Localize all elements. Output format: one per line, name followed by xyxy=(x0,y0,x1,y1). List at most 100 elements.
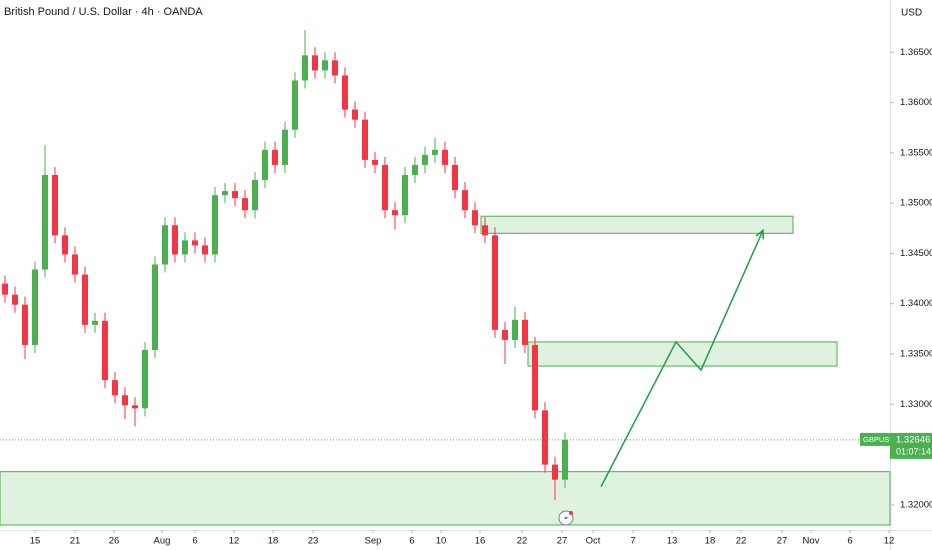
x-tick-label: 26 xyxy=(109,536,120,547)
x-tick-label: 22 xyxy=(517,536,528,547)
x-tick-label: 13 xyxy=(667,536,678,547)
candle-body xyxy=(62,235,68,255)
candle-body xyxy=(202,245,208,255)
candle-body xyxy=(22,304,28,345)
candle-body xyxy=(522,319,528,345)
symbol-tag xyxy=(860,432,890,446)
candle-body xyxy=(342,75,348,110)
y-tick-label: 1.36500 xyxy=(900,47,932,58)
candle-body xyxy=(92,320,98,325)
zone xyxy=(0,471,891,526)
candle-body xyxy=(432,149,438,155)
y-tick-label: 1.33000 xyxy=(900,399,932,410)
candle-body xyxy=(362,119,368,160)
x-tick-label: 23 xyxy=(308,536,319,547)
x-tick-label: Aug xyxy=(154,536,171,547)
y-tick-label: 1.36000 xyxy=(900,97,932,108)
x-tick-label: 12 xyxy=(884,536,895,547)
y-tick-label: 1.32000 xyxy=(900,499,932,510)
arrow-head xyxy=(755,228,765,240)
candle-body xyxy=(352,109,358,120)
candle-body xyxy=(562,439,568,480)
candle-body xyxy=(422,154,428,165)
candle-body xyxy=(142,349,148,409)
x-tick-label: 7 xyxy=(630,536,635,547)
symbol-label: GBPUSD xyxy=(863,435,895,444)
candle-body xyxy=(272,149,278,165)
candle-body xyxy=(462,190,468,211)
x-tick-label: Sep xyxy=(365,536,382,547)
x-tick-label: 27 xyxy=(557,536,568,547)
candle-body xyxy=(532,344,538,411)
chart-title: British Pound / U.S. Dollar · 4h · OANDA xyxy=(4,6,203,18)
x-tick-label: 6 xyxy=(847,536,852,547)
candle-body xyxy=(492,235,498,330)
candle-body xyxy=(122,395,128,406)
candle-body xyxy=(382,164,388,211)
candle-body xyxy=(82,274,88,325)
candle-body xyxy=(292,80,298,130)
event-icon xyxy=(558,510,574,526)
candle-body xyxy=(482,225,488,236)
candle-body xyxy=(152,264,158,350)
y-tick-label: 1.34500 xyxy=(900,248,932,259)
y-tick-label: 1.34000 xyxy=(900,298,932,309)
x-tick-label: 6 xyxy=(192,536,197,547)
candle-body xyxy=(52,174,58,236)
zone xyxy=(480,215,794,234)
candle-body xyxy=(112,380,118,396)
x-tick-label: Nov xyxy=(803,536,820,547)
price-label: 1.32646 xyxy=(896,434,930,445)
candle-body xyxy=(542,410,548,465)
y-tick-label: 1.35500 xyxy=(900,147,932,158)
candle-body xyxy=(552,464,558,480)
currency-label: USD xyxy=(901,8,922,19)
candle-body xyxy=(412,164,418,175)
x-tick-label: 15 xyxy=(30,536,41,547)
x-tick-label: 16 xyxy=(475,536,486,547)
candle-body xyxy=(512,319,518,340)
candle-body xyxy=(32,269,38,345)
candle-body xyxy=(402,174,408,216)
candle-body xyxy=(222,191,228,196)
candle-body xyxy=(372,159,378,165)
candle-body xyxy=(252,180,258,211)
x-tick-label: 22 xyxy=(736,536,747,547)
candle-body xyxy=(132,405,138,409)
candle-body xyxy=(502,329,508,340)
zone xyxy=(527,341,838,367)
candle-body xyxy=(192,240,198,246)
candle-body xyxy=(442,149,448,165)
x-tick-label: 21 xyxy=(70,536,81,547)
candle-body xyxy=(162,225,168,265)
x-tick-label: 10 xyxy=(436,536,447,547)
candle-body xyxy=(392,210,398,216)
candle-body xyxy=(232,191,238,199)
candle-body xyxy=(322,60,328,71)
x-tick-label: 27 xyxy=(777,536,788,547)
candle-body xyxy=(2,283,8,295)
candle-body xyxy=(172,225,178,255)
candle-body xyxy=(102,320,108,381)
candle-body xyxy=(262,149,268,181)
candle-body xyxy=(452,164,458,191)
candle-body xyxy=(472,210,478,226)
y-tick-label: 1.33500 xyxy=(900,349,932,360)
candle-body xyxy=(12,294,18,305)
countdown-label: 01:07:14 xyxy=(896,446,931,456)
x-tick-label: 12 xyxy=(229,536,240,547)
y-tick-label: 1.35000 xyxy=(900,198,932,209)
candle-body xyxy=(302,55,308,81)
candle-body xyxy=(332,60,338,76)
candle-body xyxy=(282,129,288,165)
candle-body xyxy=(72,254,78,275)
price-tag xyxy=(890,432,932,459)
x-tick-label: 18 xyxy=(705,536,716,547)
candle-body xyxy=(42,174,48,270)
candle-body xyxy=(212,195,218,255)
candle-body xyxy=(242,198,248,211)
plot xyxy=(0,30,891,526)
